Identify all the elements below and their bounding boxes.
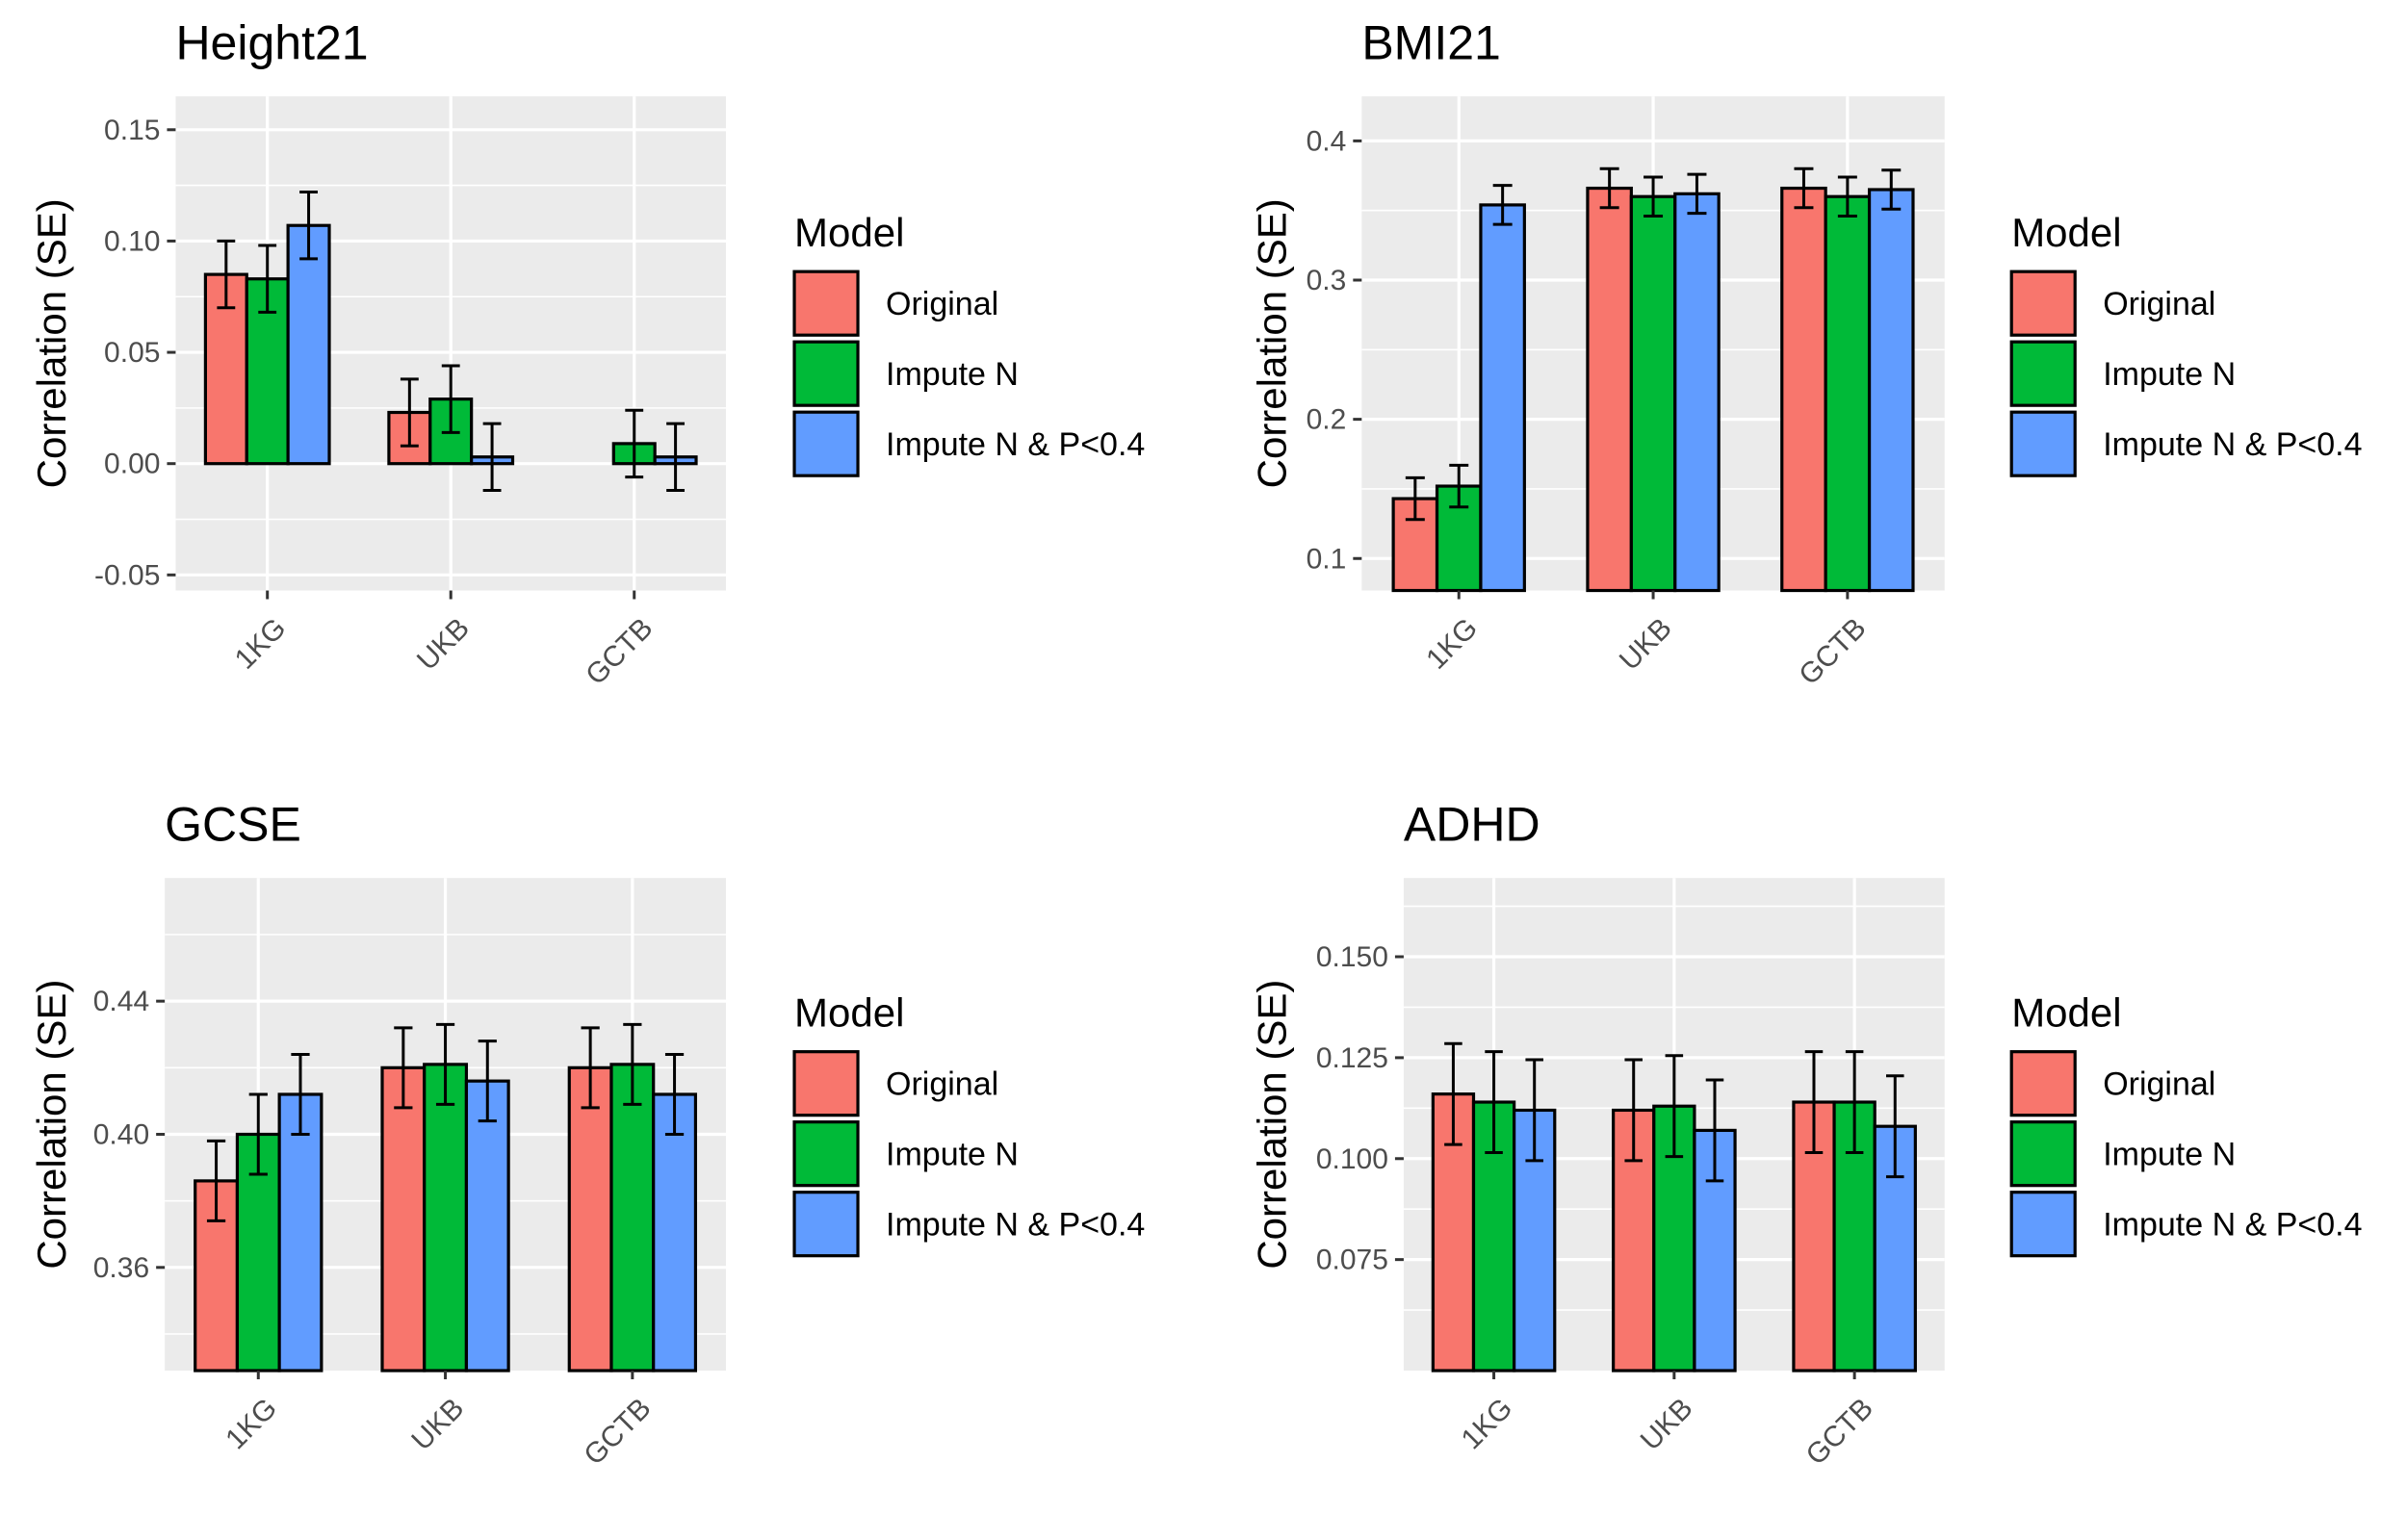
y-tick-label: 0.125 <box>1316 1042 1388 1074</box>
legend: Model Original Impute N Impute N & P<0.4 <box>792 990 1145 1258</box>
legend-title: Model <box>2011 990 2121 1036</box>
bar <box>277 1092 324 1373</box>
legend-label: Impute N <box>2103 1137 2236 1173</box>
chart-panel-bmi21: BMI21 0.1 0.2 0.3 0.4 1KG UKB GCTB Correlation (… <box>1249 15 2362 691</box>
panel-title: BMI21 <box>1361 15 1501 69</box>
bar <box>652 1092 698 1373</box>
legend-key <box>2009 340 2077 407</box>
x-tick-label: UKB <box>1614 612 1678 677</box>
bar <box>464 1079 510 1373</box>
legend-key <box>2009 1120 2077 1188</box>
chart-panel-gcse: GCSE 0.36 0.40 0.44 1KG UKB GCTB Correlation (S… <box>29 797 1145 1471</box>
panel-title: ADHD <box>1404 797 1540 851</box>
legend-label: Impute N & P<0.4 <box>886 1207 1145 1244</box>
y-tick-label: 0.4 <box>1307 125 1347 157</box>
legend: Model Original Impute N Impute N & P<0.4 <box>792 210 1145 477</box>
legend-label: Impute N & P<0.4 <box>2103 1207 2362 1244</box>
y-tick-label: -0.05 <box>94 559 160 591</box>
x-tick-label: GCTB <box>1800 1392 1879 1471</box>
y-axis-label: Correlation (SE) <box>29 980 74 1270</box>
legend-key <box>792 1120 860 1188</box>
bar <box>1780 186 1827 593</box>
y-tick-label: 0.36 <box>93 1252 149 1284</box>
bar <box>423 1063 469 1373</box>
legend-label: Original <box>886 1066 998 1103</box>
y-tick-label: 0.40 <box>93 1118 149 1150</box>
chart-panel-height21: Height21 -0.05 0.00 0.05 0.10 0.15 1KG UKB GCTB C… <box>29 15 1145 691</box>
bar <box>1629 194 1677 593</box>
legend-label: Original <box>2103 286 2215 322</box>
legend-key <box>792 410 860 477</box>
legend-key <box>2009 410 2077 477</box>
panel-title: GCSE <box>165 797 301 851</box>
y-tick-label: 0.1 <box>1307 543 1347 575</box>
legend-key <box>792 270 860 337</box>
bar <box>609 1063 656 1373</box>
legend-key <box>2009 1191 2077 1258</box>
legend-label: Impute N & P<0.4 <box>2103 426 2362 463</box>
legend-key <box>792 1050 860 1117</box>
y-tick-label: 0.3 <box>1307 265 1347 296</box>
x-tick-label: UKB <box>1635 1392 1699 1456</box>
chart-panel-adhd: ADHD 0.075 0.100 0.125 0.150 1KG UKB GCTB Correl… <box>1249 797 2362 1471</box>
y-tick-label: 0.44 <box>93 986 149 1017</box>
x-tick-label: GCTB <box>580 612 659 691</box>
x-tick-label: 1KG <box>220 1392 283 1455</box>
legend-label: Impute N <box>2103 356 2236 393</box>
bar <box>1673 192 1721 593</box>
legend-title: Model <box>794 990 904 1036</box>
y-axis-label: Correlation (SE) <box>1249 198 1294 488</box>
bar <box>286 223 331 466</box>
legend-key <box>792 1191 860 1258</box>
x-tick-label: 1KG <box>1420 612 1484 676</box>
bar <box>1479 203 1526 593</box>
y-axis-label: Correlation (SE) <box>1249 980 1294 1270</box>
bar <box>1867 188 1915 593</box>
x-tick-label: GCTB <box>1793 612 1872 691</box>
y-tick-label: 0.15 <box>104 115 160 146</box>
legend-label: Impute N <box>886 356 1019 393</box>
y-tick-label: 0.075 <box>1316 1245 1388 1276</box>
legend-label: Impute N <box>886 1137 1019 1173</box>
legend-title: Model <box>794 210 904 255</box>
bar <box>1824 194 1872 593</box>
y-tick-label: 0.05 <box>104 337 160 369</box>
legend: Model Original Impute N Impute N & P<0.4 <box>2009 990 2363 1258</box>
legend-label: Original <box>2103 1066 2215 1103</box>
x-tick-label: 1KG <box>229 612 293 676</box>
y-tick-label: 0.10 <box>104 225 160 257</box>
panel-title: Height21 <box>175 15 368 69</box>
legend-title: Model <box>2011 210 2121 255</box>
legend-label: Original <box>886 286 998 322</box>
legend-key <box>2009 1050 2077 1117</box>
bar <box>1586 186 1633 593</box>
y-tick-label: 0.2 <box>1307 404 1347 436</box>
bar <box>567 1065 613 1373</box>
y-tick-label: 0.100 <box>1316 1143 1388 1175</box>
y-tick-label: 0.150 <box>1316 941 1388 973</box>
bar <box>380 1065 427 1373</box>
legend-label: Impute N & P<0.4 <box>886 426 1145 463</box>
legend: Model Original Impute N Impute N & P<0.4 <box>2009 210 2363 477</box>
x-tick-label: 1KG <box>1456 1392 1519 1455</box>
legend-key <box>2009 270 2077 337</box>
x-tick-label: UKB <box>411 612 476 677</box>
x-tick-label: UKB <box>405 1392 470 1456</box>
y-axis-label: Correlation (SE) <box>29 198 74 488</box>
legend-key <box>792 340 860 407</box>
x-tick-label: GCTB <box>578 1392 657 1471</box>
y-tick-label: 0.00 <box>104 449 160 480</box>
